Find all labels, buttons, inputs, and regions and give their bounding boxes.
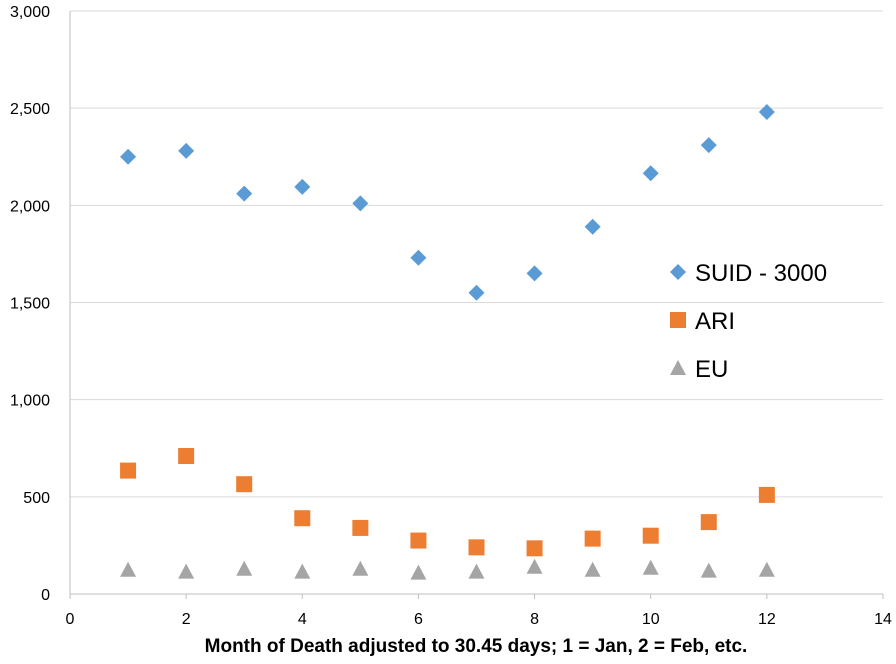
series-ari [120, 448, 775, 557]
y-tick-label: 500 [23, 490, 50, 507]
series-suid-3000 [120, 104, 775, 301]
y-tick-labels: 0 500 1,000 1,500 2,000 2,500 3,000 [10, 4, 50, 604]
legend-label-suid-3000: SUID - 3000 [695, 260, 827, 287]
data-point-eu [758, 561, 775, 577]
x-tick-label: 12 [758, 611, 776, 628]
x-tick-label: 8 [530, 611, 539, 628]
y-tick-label: 1,000 [10, 393, 50, 410]
series-eu [120, 558, 775, 580]
data-point-suid-3000 [758, 104, 775, 121]
x-tick-label: 14 [874, 611, 892, 628]
data-point-eu [352, 560, 369, 576]
y-tick-label: 3,000 [10, 4, 50, 21]
x-tick-labels: 0 2 4 6 8 10 12 14 [66, 611, 892, 628]
data-point-eu [468, 563, 485, 579]
data-point-ari [294, 510, 311, 527]
data-point-ari [236, 476, 253, 493]
data-point-suid-3000 [468, 284, 485, 301]
data-point-eu [120, 561, 137, 577]
x-tick-label: 0 [66, 611, 75, 628]
data-point-eu [526, 558, 543, 574]
data-point-suid-3000 [294, 178, 311, 195]
data-point-eu [236, 560, 253, 576]
x-tick-label: 6 [414, 611, 423, 628]
data-point-suid-3000 [700, 137, 717, 154]
data-point-ari [468, 539, 485, 556]
data-point-ari [584, 530, 601, 547]
x-tick-label: 2 [182, 611, 191, 628]
data-point-suid-3000 [178, 142, 195, 159]
data-point-eu [700, 562, 717, 578]
data-point-eu [642, 559, 659, 575]
data-point-ari [526, 540, 543, 557]
legend-marker-ari [670, 312, 686, 328]
legend-item-eu: EU [670, 356, 728, 383]
data-point-eu [178, 563, 195, 579]
data-point-ari [700, 514, 717, 531]
data-point-suid-3000 [352, 195, 369, 212]
legend-marker-eu [670, 360, 686, 375]
data-point-suid-3000 [584, 218, 601, 235]
data-point-suid-3000 [410, 249, 427, 266]
legend-label-ari: ARI [695, 308, 735, 335]
y-tick-label: 0 [41, 587, 50, 604]
data-point-ari [758, 486, 775, 503]
legend-item-ari: ARI [670, 308, 735, 335]
axes [69, 11, 884, 599]
legend-label-eu: EU [695, 356, 728, 383]
legend: SUID - 3000 ARI EU [670, 260, 827, 383]
data-point-suid-3000 [642, 165, 659, 182]
data-point-ari [120, 462, 137, 479]
data-point-eu [410, 564, 427, 580]
data-point-suid-3000 [120, 148, 137, 165]
y-tick-label: 2,500 [10, 101, 50, 118]
data-point-eu [584, 561, 601, 577]
legend-item-suid-3000: SUID - 3000 [670, 260, 827, 287]
data-point-eu [294, 563, 311, 579]
data-point-ari [410, 532, 427, 549]
gridlines [70, 10, 883, 498]
legend-marker-suid-3000 [670, 264, 686, 280]
data-point-suid-3000 [236, 185, 253, 202]
y-tick-label: 2,000 [10, 198, 50, 215]
data-point-ari [178, 448, 195, 465]
x-axis-title: Month of Death adjusted to 30.45 days; 1… [205, 636, 748, 657]
data-point-suid-3000 [526, 265, 543, 282]
x-tick-label: 4 [298, 611, 307, 628]
y-tick-label: 1,500 [10, 296, 50, 313]
data-series [120, 104, 775, 580]
data-point-ari [642, 527, 659, 544]
data-point-ari [352, 519, 369, 536]
x-tick-label: 10 [642, 611, 660, 628]
